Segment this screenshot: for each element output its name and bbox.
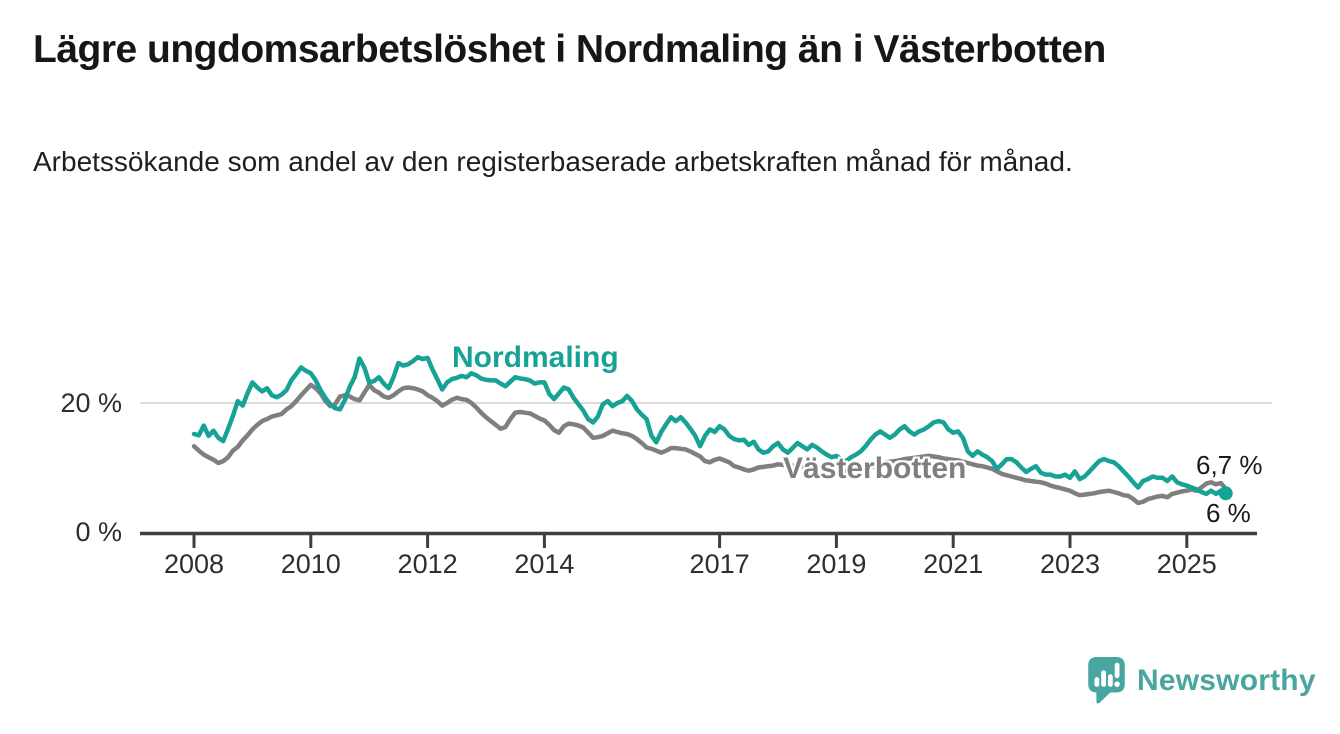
svg-text:2019: 2019 <box>806 549 866 579</box>
svg-text:2025: 2025 <box>1157 549 1217 579</box>
series-label-vasterbotten: Västerbotten <box>783 452 967 485</box>
series-label-nordmaling: Nordmaling <box>452 341 619 374</box>
end-value-label-vasterbotten: 6,7 % <box>1196 450 1263 480</box>
chart-title: Lägre ungdomsarbetslöshet i Nordmaling ä… <box>33 28 1106 71</box>
chart-header: Lägre ungdomsarbetslöshet i Nordmaling ä… <box>33 24 1153 182</box>
svg-text:2010: 2010 <box>281 549 341 579</box>
chart-subtitle: Arbetssökande som andel av den registerb… <box>33 145 1073 177</box>
svg-text:0 %: 0 % <box>75 517 122 547</box>
newsworthy-logo-icon <box>1088 656 1125 704</box>
svg-text:2017: 2017 <box>690 549 750 579</box>
newsworthy-wordmark: Newsworthy <box>1137 664 1316 697</box>
svg-text:20 %: 20 % <box>60 388 122 418</box>
newsworthy-logo: Newsworthy <box>1086 656 1316 706</box>
svg-text:2023: 2023 <box>1040 549 1100 579</box>
svg-text:2012: 2012 <box>398 549 458 579</box>
end-value-label-nordmaling: 6 % <box>1206 498 1251 528</box>
svg-text:2021: 2021 <box>923 549 983 579</box>
svg-text:2014: 2014 <box>514 549 574 579</box>
svg-text:2008: 2008 <box>164 549 224 579</box>
